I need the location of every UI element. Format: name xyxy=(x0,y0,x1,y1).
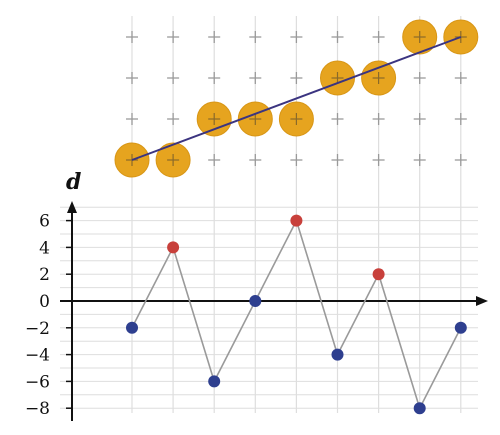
plus-mark xyxy=(413,154,426,166)
plus-mark xyxy=(208,72,221,84)
plus-mark xyxy=(208,154,221,166)
plus-mark xyxy=(249,154,262,166)
data-point xyxy=(372,268,385,281)
plus-mark xyxy=(290,154,303,166)
plus-mark xyxy=(331,154,344,166)
y-axis-label: d xyxy=(66,169,81,195)
y-tick-label: 2 xyxy=(39,265,50,285)
plus-mark xyxy=(167,31,180,43)
plus-mark xyxy=(290,31,303,43)
plus-mark xyxy=(454,113,467,125)
data-point xyxy=(413,402,426,415)
y-axis-arrow xyxy=(67,201,77,213)
data-point xyxy=(126,321,138,334)
plus-mark xyxy=(413,113,426,125)
data-point xyxy=(208,375,221,388)
plus-mark xyxy=(454,154,467,166)
plus-mark xyxy=(290,72,303,84)
trend-line-segment xyxy=(131,36,462,161)
plus-mark xyxy=(372,154,385,166)
plus-mark xyxy=(372,31,385,43)
plus-mark xyxy=(454,72,467,84)
grid xyxy=(60,16,478,413)
data-point xyxy=(454,321,467,334)
trend-line xyxy=(131,36,462,161)
plus-mark xyxy=(249,72,262,84)
plus-mark xyxy=(126,113,138,125)
y-tick-label: −8 xyxy=(25,399,50,419)
data-point xyxy=(331,348,344,361)
y-tick-label: −2 xyxy=(25,319,50,339)
plus-mark xyxy=(413,72,426,84)
data-point xyxy=(167,241,180,254)
y-tick-label: 0 xyxy=(39,292,50,312)
data-point xyxy=(249,295,262,307)
plus-mark xyxy=(167,113,180,125)
y-tick-labels: −8 −6 −4 −2 0 2 4 6 xyxy=(25,212,72,419)
series-points xyxy=(126,214,467,415)
y-tick-label: 4 xyxy=(39,238,50,258)
plus-mark xyxy=(208,31,221,43)
plus-mark xyxy=(331,113,344,125)
plus-mark xyxy=(126,31,138,43)
plus-mark xyxy=(249,31,262,43)
x-axis-arrow xyxy=(476,296,488,306)
plus-mark xyxy=(126,72,138,84)
plus-mark xyxy=(331,31,344,43)
plus-mark xyxy=(372,113,385,125)
y-tick-label: −6 xyxy=(25,372,50,392)
y-tick-label: 6 xyxy=(39,212,50,232)
data-point xyxy=(290,214,303,227)
y-tick-label: −4 xyxy=(25,346,50,366)
plus-mark xyxy=(167,72,180,84)
